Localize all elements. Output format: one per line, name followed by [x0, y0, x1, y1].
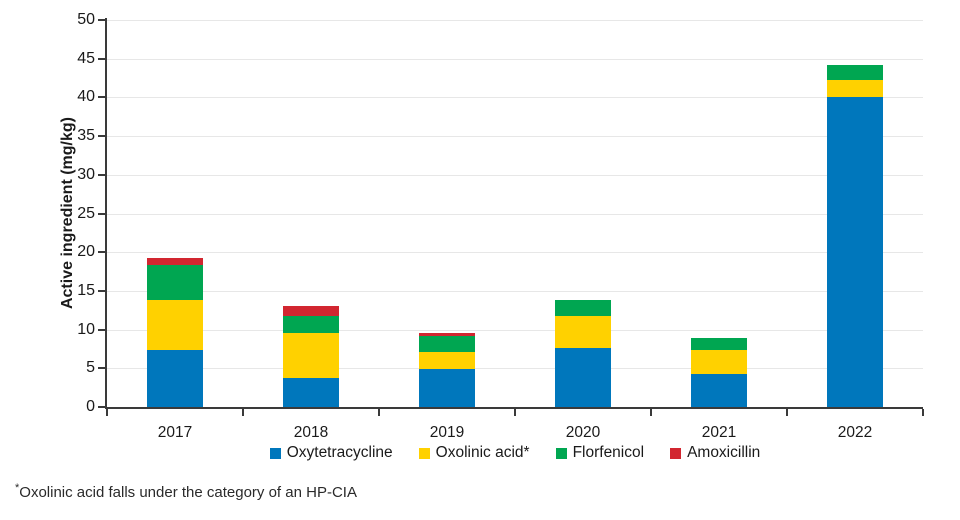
x-axis-tick — [650, 409, 652, 416]
gridline — [107, 252, 923, 254]
gridline — [107, 58, 923, 60]
bar-segment — [147, 257, 203, 266]
gridline — [107, 290, 923, 292]
y-axis-tick-label: 20 — [77, 243, 95, 261]
legend-swatch-icon — [269, 447, 281, 459]
bar-segment — [419, 335, 475, 353]
y-axis-tick-label: 30 — [77, 165, 95, 183]
x-axis-tick — [514, 409, 516, 416]
chart-legend: Oxytetracycline Oxolinic acid* Florfenicol… — [107, 444, 923, 462]
y-axis-tick-label: 45 — [77, 49, 95, 67]
legend-swatch-icon — [418, 447, 430, 459]
y-axis-tick — [98, 19, 105, 21]
x-axis-category-label: 2017 — [157, 424, 193, 441]
legend-item: Amoxicillin — [670, 444, 760, 462]
y-axis-tick — [98, 367, 105, 370]
bar-segment — [555, 315, 611, 349]
bar-segment — [283, 316, 339, 334]
bar-segment — [827, 80, 883, 98]
x-axis-category-label: 2021 — [701, 424, 737, 441]
x-axis-category-label: 2018 — [293, 424, 329, 441]
legend-label: Oxolinic acid* — [435, 444, 530, 461]
y-axis-tick-label: 35 — [77, 127, 95, 145]
legend-item: Oxytetracycline — [269, 444, 393, 462]
y-axis-tick — [98, 57, 105, 60]
y-axis-tick — [98, 406, 105, 408]
y-axis-tick-label: 40 — [77, 88, 95, 106]
y-axis-tick — [98, 289, 105, 292]
bar-segment — [283, 306, 339, 317]
legend-item: Florfenicol — [555, 444, 645, 462]
legend-swatch-icon — [555, 447, 567, 459]
legend-label: Florfenicol — [572, 444, 645, 461]
x-axis-tick — [378, 409, 380, 416]
bar-segment — [827, 64, 883, 81]
y-axis-tick — [98, 135, 105, 138]
y-axis-tick — [98, 173, 105, 176]
x-axis-tick — [242, 409, 244, 416]
legend-label: Oxytetracycline — [286, 444, 393, 461]
footnote-text: Oxolinic acid falls under the category o… — [19, 484, 357, 501]
bar-segment — [691, 338, 747, 350]
bar-segment — [691, 349, 747, 374]
bar-segment — [147, 350, 203, 407]
x-axis-category-label: 2020 — [565, 424, 601, 441]
x-axis-tick — [106, 409, 108, 416]
legend-item: Oxolinic acid* — [418, 444, 530, 462]
gridline — [107, 368, 923, 370]
y-axis-tick-label: 10 — [77, 320, 95, 338]
y-axis-tick-label: 5 — [86, 359, 95, 377]
legend-label: Amoxicillin — [687, 444, 761, 461]
x-axis-line — [105, 407, 923, 409]
bar-segment — [283, 333, 339, 378]
y-axis-tick — [98, 251, 105, 254]
y-axis-line — [105, 18, 107, 409]
y-axis-tick-label: 25 — [77, 204, 95, 222]
x-axis-category-label: 2019 — [429, 424, 465, 441]
bar-segment — [147, 300, 203, 351]
bar-segment — [419, 352, 475, 370]
x-axis-category-label: 2022 — [837, 424, 873, 441]
legend-swatch-icon — [670, 447, 682, 459]
bar-segment — [691, 373, 747, 407]
bar-segment — [555, 300, 611, 316]
x-axis-tick — [922, 409, 924, 416]
gridline — [107, 174, 923, 176]
gridline — [107, 213, 923, 215]
bar-segment — [147, 265, 203, 301]
bar-segment — [827, 97, 883, 407]
gridline — [107, 136, 923, 138]
y-axis-tick-label: 50 — [77, 11, 95, 28]
gridline — [107, 329, 923, 331]
bar-segment — [419, 332, 475, 336]
gridline — [107, 97, 923, 99]
bar-segment — [283, 377, 339, 407]
y-axis-tick — [98, 96, 105, 99]
footnote: *Oxolinic acid falls under the category … — [15, 482, 357, 502]
bar-segment — [555, 348, 611, 407]
footnote-asterisk: * — [15, 482, 20, 494]
y-axis-tick — [98, 328, 105, 331]
bar-segment — [419, 369, 475, 407]
y-axis-tick-label: 15 — [77, 281, 95, 299]
y-axis-tick — [98, 212, 105, 215]
x-axis-tick — [786, 409, 788, 416]
y-axis-tick-label: 0 — [86, 398, 95, 415]
gridline — [107, 20, 923, 21]
